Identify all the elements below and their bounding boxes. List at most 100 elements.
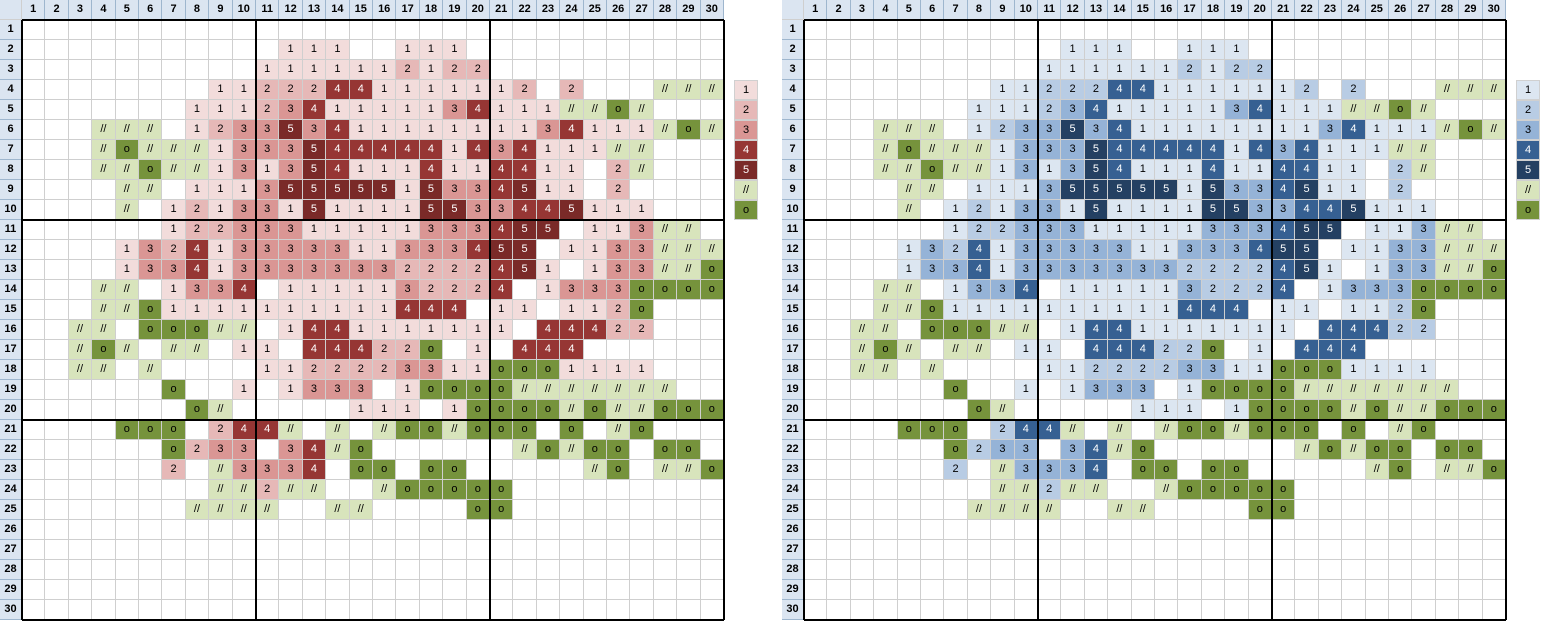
red-row-header[interactable]: 3	[0, 60, 22, 80]
red-stitch-cell[interactable]: 1	[396, 100, 420, 120]
red-empty-cell[interactable]	[607, 480, 631, 500]
red-empty-cell[interactable]	[115, 360, 139, 380]
blue-empty-cell[interactable]	[1482, 60, 1506, 80]
blue-empty-cell[interactable]	[1201, 560, 1226, 580]
blue-row-header[interactable]: 11	[782, 220, 804, 240]
blue-stitch-cell[interactable]: 1	[1155, 400, 1179, 420]
red-empty-cell[interactable]	[653, 320, 678, 340]
blue-empty-cell[interactable]	[1482, 380, 1506, 400]
blue-empty-cell[interactable]	[921, 600, 945, 620]
red-empty-cell[interactable]	[700, 500, 724, 520]
red-empty-cell[interactable]	[115, 80, 139, 100]
blue-empty-cell[interactable]	[967, 360, 992, 380]
red-empty-cell[interactable]	[653, 160, 678, 180]
red-empty-cell[interactable]	[209, 360, 233, 380]
red-empty-cell[interactable]	[326, 520, 350, 540]
blue-empty-cell[interactable]	[1155, 560, 1179, 580]
blue-stitch-cell[interactable]: 2	[967, 220, 992, 240]
red-stitch-cell[interactable]: 4	[349, 140, 373, 160]
blue-stitch-cell[interactable]: 1	[1061, 300, 1085, 320]
blue-stitch-cell[interactable]: 1	[1178, 380, 1202, 400]
blue-empty-cell[interactable]	[1482, 480, 1506, 500]
red-stitch-cell[interactable]: 3	[232, 460, 256, 480]
red-col-header[interactable]: 18	[419, 0, 444, 20]
red-stitch-cell[interactable]: 1	[373, 80, 397, 100]
red-empty-cell[interactable]	[22, 340, 46, 360]
blue-empty-cell[interactable]	[897, 400, 921, 420]
red-stitch-cell[interactable]: 4	[490, 220, 514, 240]
red-empty-cell[interactable]	[139, 60, 163, 80]
blue-empty-cell[interactable]	[1365, 420, 1389, 440]
blue-stitch-cell[interactable]: 3	[1038, 180, 1062, 200]
red-stitch-cell[interactable]: 4	[373, 140, 397, 160]
blue-empty-cell[interactable]	[1435, 60, 1460, 80]
red-stitch-cell[interactable]: 1	[630, 360, 654, 380]
red-empty-cell[interactable]	[419, 580, 444, 600]
blue-stitch-cell[interactable]: 3	[1225, 240, 1249, 260]
blue-col-header[interactable]: 30	[1482, 0, 1506, 20]
red-empty-cell[interactable]	[700, 60, 724, 80]
blue-stitch-cell[interactable]: //	[1014, 480, 1038, 500]
red-empty-cell[interactable]	[700, 140, 724, 160]
red-empty-cell[interactable]	[700, 380, 724, 400]
blue-stitch-cell[interactable]: 3	[1014, 460, 1038, 480]
red-stitch-cell[interactable]: 1	[279, 360, 303, 380]
blue-empty-cell[interactable]	[897, 320, 921, 340]
blue-empty-cell[interactable]	[1108, 540, 1132, 560]
blue-empty-cell[interactable]	[1412, 580, 1436, 600]
red-empty-cell[interactable]	[115, 520, 139, 540]
red-stitch-cell[interactable]: //	[115, 340, 139, 360]
red-stitch-cell[interactable]: 1	[279, 300, 303, 320]
red-stitch-cell[interactable]: //	[653, 240, 678, 260]
blue-empty-cell[interactable]	[1155, 600, 1179, 620]
red-stitch-cell[interactable]: 2	[396, 260, 420, 280]
blue-empty-cell[interactable]	[827, 500, 851, 520]
blue-empty-cell[interactable]	[897, 580, 921, 600]
red-empty-cell[interactable]	[700, 440, 724, 460]
red-stitch-cell[interactable]: o	[466, 380, 490, 400]
red-empty-cell[interactable]	[68, 120, 93, 140]
blue-stitch-cell[interactable]: 1	[1061, 360, 1085, 380]
red-empty-cell[interactable]	[630, 40, 654, 60]
red-stitch-cell[interactable]: 1	[349, 200, 373, 220]
blue-stitch-cell[interactable]: 5	[1295, 180, 1319, 200]
blue-empty-cell[interactable]	[874, 500, 898, 520]
blue-stitch-cell[interactable]: //	[967, 340, 992, 360]
red-stitch-cell[interactable]: 1	[583, 140, 607, 160]
red-stitch-cell[interactable]: 2	[513, 80, 537, 100]
red-stitch-cell[interactable]: 3	[232, 200, 256, 220]
blue-stitch-cell[interactable]: 2	[1084, 360, 1109, 380]
red-row-header[interactable]: 1	[0, 20, 22, 40]
red-stitch-cell[interactable]: 1	[373, 200, 397, 220]
blue-stitch-cell[interactable]: 4	[1342, 320, 1366, 340]
red-stitch-cell[interactable]: 1	[443, 360, 467, 380]
blue-empty-cell[interactable]	[944, 580, 968, 600]
red-empty-cell[interactable]	[677, 520, 701, 540]
red-empty-cell[interactable]	[162, 580, 186, 600]
blue-stitch-cell[interactable]: 3	[1201, 220, 1226, 240]
blue-empty-cell[interactable]	[1038, 380, 1062, 400]
blue-empty-cell[interactable]	[1365, 180, 1389, 200]
red-empty-cell[interactable]	[326, 540, 350, 560]
red-stitch-cell[interactable]: 3	[607, 260, 631, 280]
red-empty-cell[interactable]	[536, 300, 561, 320]
blue-stitch-cell[interactable]: 3	[1038, 140, 1062, 160]
blue-empty-cell[interactable]	[897, 480, 921, 500]
red-stitch-cell[interactable]: 1	[583, 120, 607, 140]
red-stitch-cell[interactable]: //	[115, 200, 139, 220]
red-empty-cell[interactable]	[45, 20, 69, 40]
blue-stitch-cell[interactable]: 1	[897, 260, 921, 280]
blue-empty-cell[interactable]	[1342, 580, 1366, 600]
blue-empty-cell[interactable]	[1061, 340, 1085, 360]
blue-stitch-cell[interactable]: 2	[1061, 80, 1085, 100]
blue-stitch-cell[interactable]: 3	[1084, 240, 1109, 260]
red-empty-cell[interactable]	[302, 540, 327, 560]
red-empty-cell[interactable]	[583, 520, 607, 540]
red-stitch-cell[interactable]: 4	[490, 160, 514, 180]
red-empty-cell[interactable]	[139, 480, 163, 500]
blue-stitch-cell[interactable]: 2	[1201, 280, 1226, 300]
red-empty-cell[interactable]	[677, 60, 701, 80]
blue-stitch-cell[interactable]: 1	[1038, 160, 1062, 180]
blue-stitch-cell[interactable]: 1	[1365, 120, 1389, 140]
blue-empty-cell[interactable]	[874, 40, 898, 60]
